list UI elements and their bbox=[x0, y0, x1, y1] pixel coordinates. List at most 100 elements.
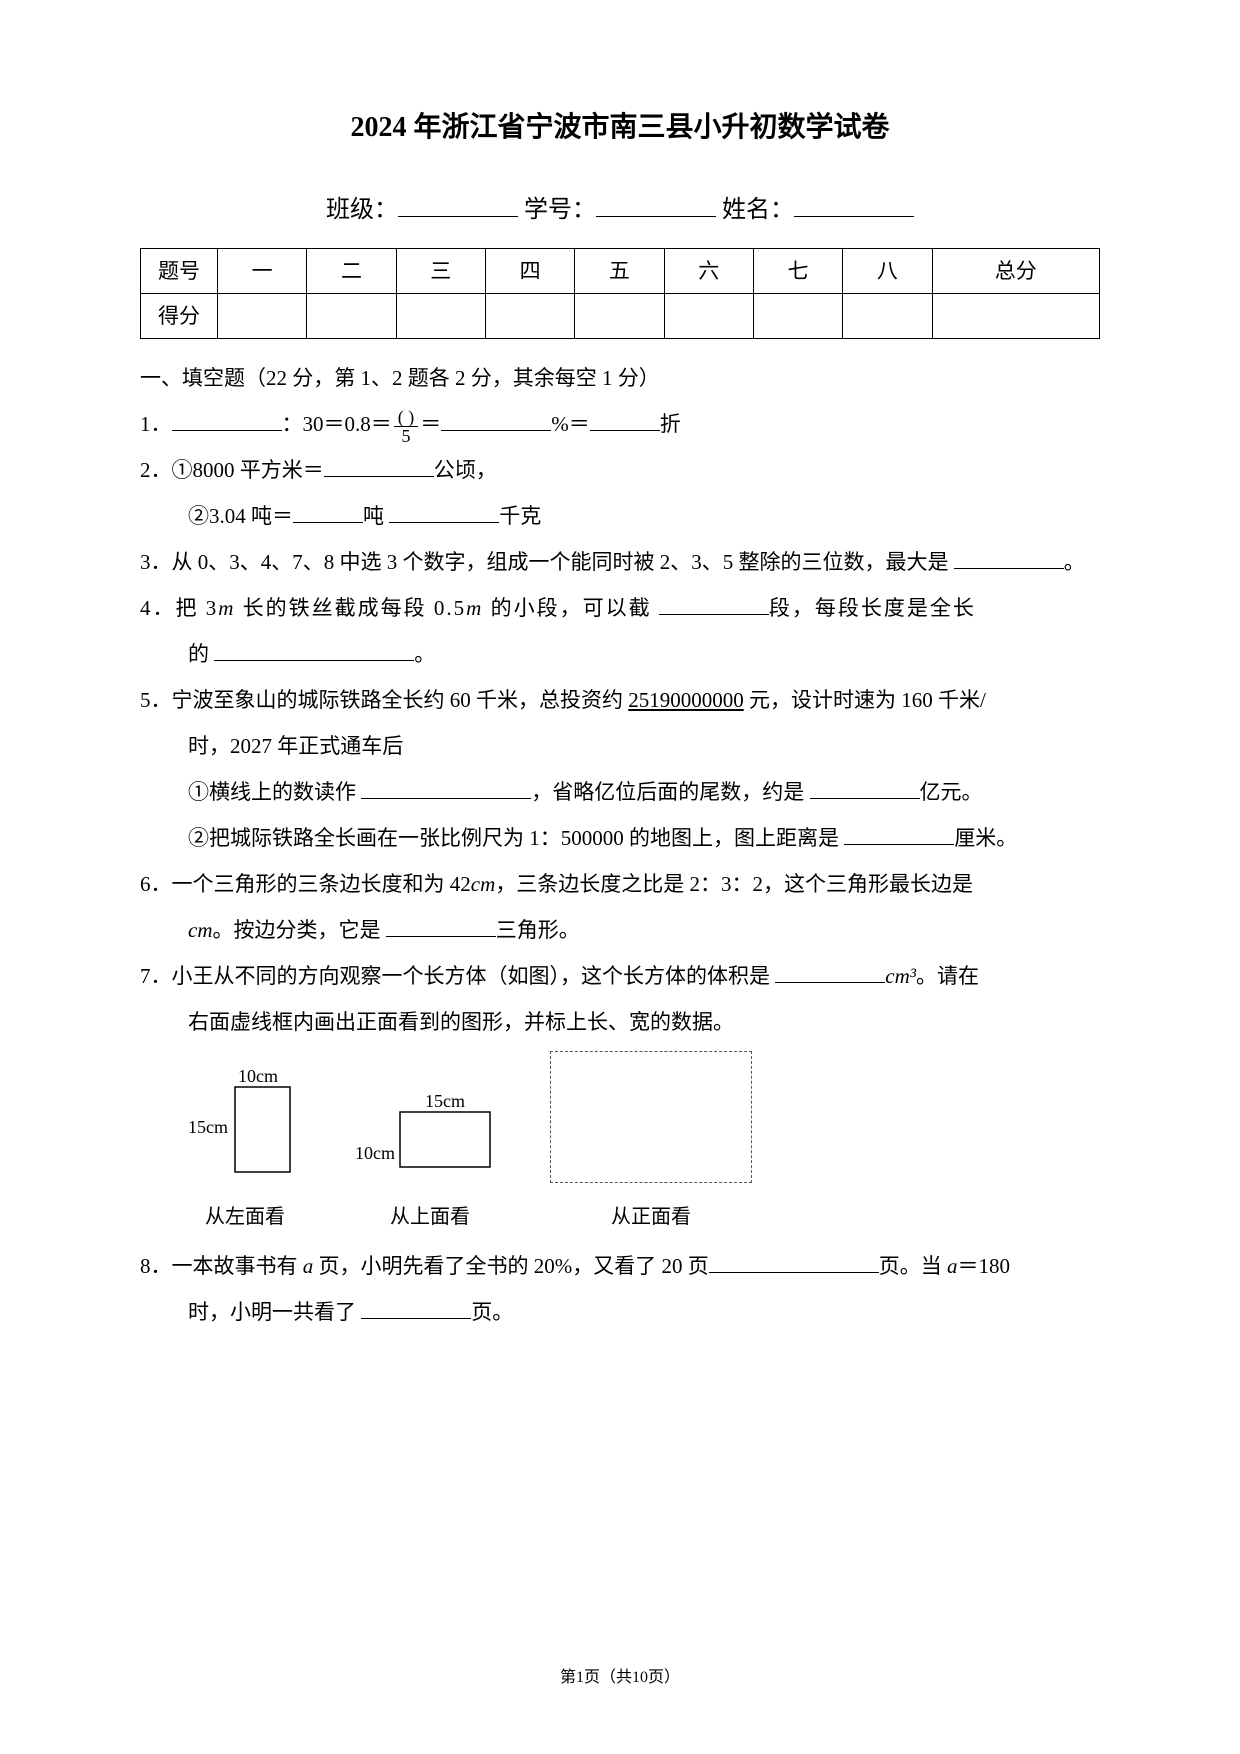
q5-text: ①横线上的数读作 bbox=[188, 780, 356, 804]
th-col: 一 bbox=[218, 249, 307, 294]
q7-diagram: 10cm 15cm 从左面看 15cm 10cm 从上面看 从正面看 bbox=[180, 1051, 1100, 1237]
q4-num: 4． bbox=[140, 587, 176, 629]
q5-underlined: 25190000000 bbox=[628, 688, 744, 712]
question-5-sub2: ②把城际铁路全长画在一张比例尺为 1：500000 的地图上，图上距离是 厘米。 bbox=[140, 817, 1100, 859]
th-col: 三 bbox=[396, 249, 485, 294]
score-cell[interactable] bbox=[396, 294, 485, 339]
q8-a: a bbox=[303, 1254, 314, 1278]
blank[interactable] bbox=[324, 455, 434, 477]
top-view-svg: 15cm 10cm bbox=[350, 1067, 510, 1197]
question-8: 8．一本故事书有 a 页，小明先看了全书的 20%，又看了 20 页页。当 a＝… bbox=[140, 1245, 1100, 1287]
blank[interactable] bbox=[441, 409, 551, 431]
q8-text: 页。 bbox=[471, 1300, 513, 1324]
q5-num: 5． bbox=[140, 679, 172, 721]
blank[interactable] bbox=[590, 409, 660, 431]
question-5: 5．宁波至象山的城际铁路全长约 60 千米，总投资约 25190000000 元… bbox=[140, 679, 1100, 721]
q1-text: %＝ bbox=[551, 412, 590, 436]
q7-cm3: cm³ bbox=[885, 964, 916, 988]
question-6b: cm。按边分类，它是 三角形。 bbox=[140, 909, 1100, 951]
q7-text: 。请在 bbox=[916, 964, 979, 988]
td-label: 得分 bbox=[141, 294, 218, 339]
q5-text: ②把城际铁路全长画在一张比例尺为 1：500000 的地图上，图上距离是 bbox=[188, 826, 839, 850]
blank[interactable] bbox=[709, 1251, 879, 1273]
q4-text: 。 bbox=[414, 642, 435, 666]
blank[interactable] bbox=[659, 593, 769, 615]
q7-text: 右面虚线框内画出正面看到的图形，并标上长、宽的数据。 bbox=[188, 1010, 734, 1034]
th-col: 二 bbox=[307, 249, 396, 294]
q6-num: 6． bbox=[140, 863, 172, 905]
front-view-label: 从正面看 bbox=[550, 1197, 752, 1237]
q1-text: 折 bbox=[660, 412, 681, 436]
name-blank[interactable] bbox=[794, 190, 914, 217]
dim-label: 15cm bbox=[425, 1091, 465, 1111]
q1-text: ：30＝0.8＝ bbox=[282, 412, 392, 436]
q8-a: a bbox=[947, 1254, 958, 1278]
score-cell[interactable] bbox=[664, 294, 753, 339]
q8-text: 页。当 bbox=[879, 1254, 942, 1278]
q6-cm: cm bbox=[188, 918, 213, 942]
blank[interactable] bbox=[844, 823, 954, 845]
front-view: 从正面看 bbox=[550, 1051, 752, 1237]
q6-text: ，三条边长度之比是 2：3：2，这个三角形最长边是 bbox=[495, 872, 973, 896]
question-3: 3．从 0、3、4、7、8 中选 3 个数字，组成一个能同时被 2、3、5 整除… bbox=[140, 541, 1100, 583]
th-label: 题号 bbox=[141, 249, 218, 294]
question-8b: 时，小明一共看了 页。 bbox=[140, 1291, 1100, 1333]
q1-num: 1． bbox=[140, 403, 172, 445]
question-4: 4．把 3m 长的铁丝截成每段 0.5m 的小段，可以截 段，每段长度是全长 bbox=[140, 587, 1100, 629]
question-1: 1．：30＝0.8＝( )5＝%＝折 bbox=[140, 403, 1100, 445]
score-cell[interactable] bbox=[218, 294, 307, 339]
q2-num: 2． bbox=[140, 449, 172, 491]
id-label: 学号： bbox=[524, 197, 596, 223]
blank[interactable] bbox=[361, 1297, 471, 1319]
class-label: 班级： bbox=[326, 197, 398, 223]
q4-text: 段，每段长度是全长 bbox=[769, 596, 976, 620]
q1-text: ＝ bbox=[420, 412, 441, 436]
blank[interactable] bbox=[386, 915, 496, 937]
question-2: 2．①8000 平方米＝公顷， bbox=[140, 449, 1100, 491]
front-view-box[interactable] bbox=[550, 1051, 752, 1183]
blank[interactable] bbox=[172, 409, 282, 431]
q8-text: 一本故事书有 bbox=[172, 1254, 298, 1278]
left-view-label: 从左面看 bbox=[180, 1197, 310, 1237]
name-label: 姓名： bbox=[722, 197, 794, 223]
question-4b: 的 。 bbox=[140, 633, 1100, 675]
q6-text: 。按边分类，它是 bbox=[213, 918, 381, 942]
q5-text: 时，2027 年正式通车后 bbox=[188, 734, 403, 758]
id-blank[interactable] bbox=[596, 190, 716, 217]
score-cell[interactable] bbox=[932, 294, 1100, 339]
th-col: 四 bbox=[485, 249, 574, 294]
page-title: 2024 年浙江省宁波市南三县小升初数学试卷 bbox=[140, 100, 1100, 156]
dim-label: 10cm bbox=[238, 1067, 278, 1086]
blank[interactable] bbox=[389, 501, 499, 523]
q5-text: 宁波至象山的城际铁路全长约 60 千米，总投资约 bbox=[172, 688, 624, 712]
top-view-label: 从上面看 bbox=[350, 1197, 510, 1237]
q7-num: 7． bbox=[140, 955, 172, 997]
blank[interactable] bbox=[775, 961, 885, 983]
q5-text: ，省略亿位后面的尾数，约是 bbox=[531, 780, 804, 804]
question-7b: 右面虚线框内画出正面看到的图形，并标上长、宽的数据。 bbox=[140, 1001, 1100, 1043]
score-cell[interactable] bbox=[485, 294, 574, 339]
question-2b: ②3.04 吨＝吨 千克 bbox=[140, 495, 1100, 537]
q8-text: 时，小明一共看了 bbox=[188, 1300, 356, 1324]
q2-text: ①8000 平方米＝ bbox=[172, 458, 324, 482]
q6-text: 三角形。 bbox=[496, 918, 580, 942]
q5-text: 元，设计时速为 160 千米/ bbox=[749, 688, 986, 712]
page-footer: 第1页（共10页） bbox=[0, 1662, 1240, 1694]
th-col: 八 bbox=[843, 249, 932, 294]
blank[interactable] bbox=[214, 639, 414, 661]
blank[interactable] bbox=[810, 777, 920, 799]
score-cell[interactable] bbox=[843, 294, 932, 339]
class-blank[interactable] bbox=[398, 190, 518, 217]
q6-text: 一个三角形的三条边长度和为 42 bbox=[172, 872, 471, 896]
score-cell[interactable] bbox=[753, 294, 842, 339]
q5-text: 亿元。 bbox=[920, 780, 983, 804]
q6-cm: cm bbox=[471, 872, 496, 896]
question-6: 6．一个三角形的三条边长度和为 42cm，三条边长度之比是 2：3：2，这个三角… bbox=[140, 863, 1100, 905]
table-row: 得分 bbox=[141, 294, 1100, 339]
score-cell[interactable] bbox=[575, 294, 664, 339]
frac-num[interactable]: ( ) bbox=[394, 408, 419, 427]
blank[interactable] bbox=[954, 547, 1064, 569]
blank[interactable] bbox=[361, 777, 531, 799]
blank[interactable] bbox=[293, 501, 363, 523]
score-cell[interactable] bbox=[307, 294, 396, 339]
